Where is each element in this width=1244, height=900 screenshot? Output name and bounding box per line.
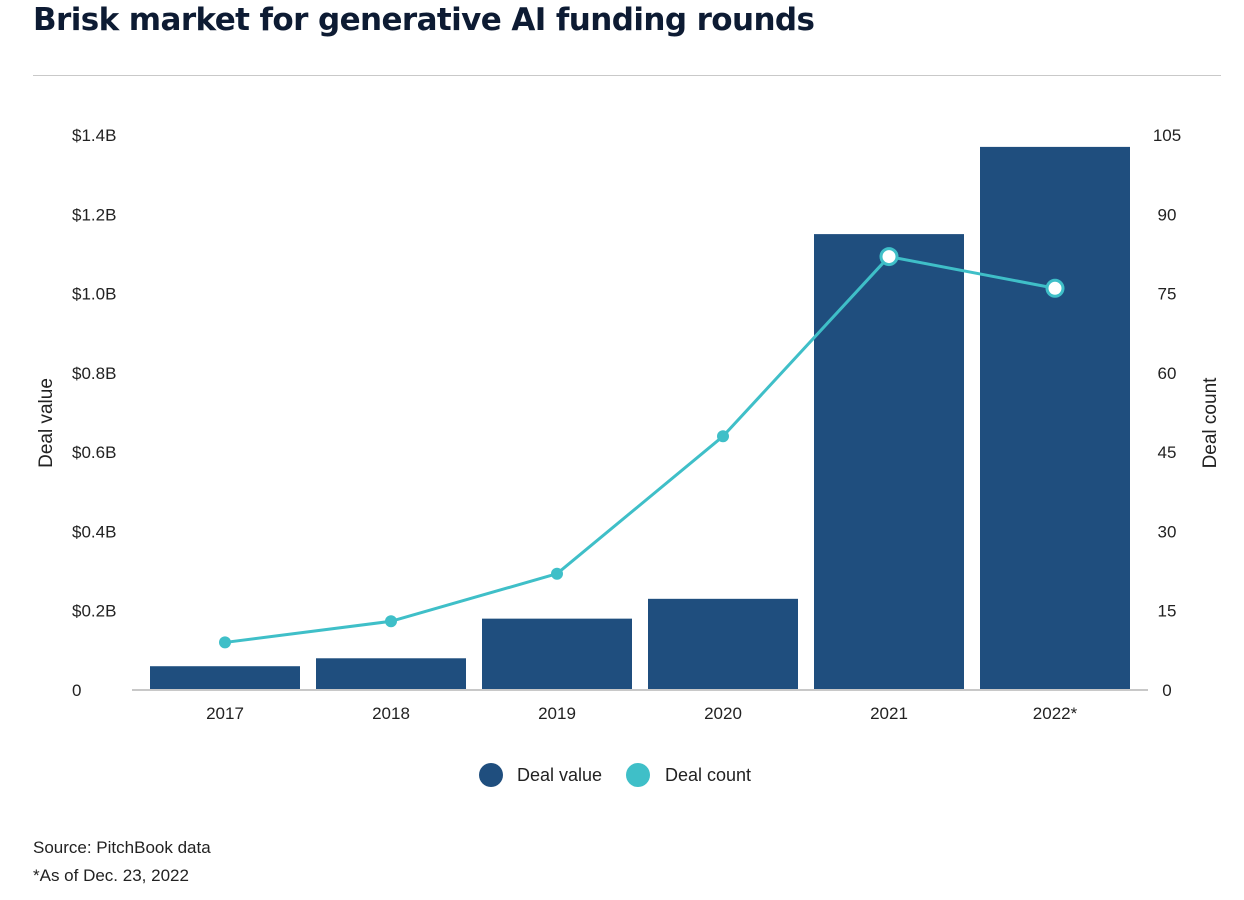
chart-title: Brisk market for generative AI funding r… xyxy=(33,2,815,38)
left-tick-label: $1.0B xyxy=(72,285,116,304)
right-axis-ticks: 0 15 30 45 60 75 90 105 xyxy=(1153,126,1181,700)
deal-count-line xyxy=(219,247,1065,649)
point-deal-count xyxy=(385,615,397,628)
x-tick-label: 2022* xyxy=(1033,704,1078,723)
right-axis-title: Deal count xyxy=(1200,377,1221,469)
combo-bar-line-chart: 0 $0.2B $0.4B $0.6B $0.8B $1.0B $1.2B $1.4B 0 15… xyxy=(36,126,1221,787)
point-deal-count xyxy=(717,430,729,443)
bar-deal-value xyxy=(648,598,798,690)
legend-label-deal-value: Deal value xyxy=(517,765,602,785)
right-tick-label: 30 xyxy=(1158,522,1177,541)
bar-deal-value xyxy=(814,234,964,690)
deal-value-bars xyxy=(150,146,1130,691)
x-axis-ticks: 2017 2018 2019 2020 2021 2022* xyxy=(206,704,1078,723)
right-tick-label: 60 xyxy=(1158,364,1177,383)
x-tick-label: 2020 xyxy=(704,704,742,723)
bar-deal-value xyxy=(150,666,300,690)
legend-swatch-deal-value xyxy=(479,763,503,787)
x-tick-label: 2021 xyxy=(870,704,908,723)
left-axis-title: Deal value xyxy=(36,378,57,468)
point-deal-count xyxy=(219,636,231,649)
left-tick-label: $0.8B xyxy=(72,364,116,383)
point-deal-count xyxy=(879,247,899,267)
left-tick-label: $1.2B xyxy=(72,205,116,224)
source-note: Source: PitchBook data xyxy=(33,838,211,857)
x-tick-label: 2019 xyxy=(538,704,576,723)
left-tick-label: $0.2B xyxy=(72,602,116,621)
point-deal-count xyxy=(551,567,563,580)
legend-swatch-deal-count xyxy=(626,763,650,787)
point-deal-count xyxy=(1045,278,1065,298)
bar-deal-value xyxy=(980,146,1130,691)
left-tick-label: $0.6B xyxy=(72,443,116,462)
left-tick-label: $1.4B xyxy=(72,126,116,145)
line-deal-count xyxy=(224,255,1056,644)
bar-deal-value xyxy=(316,658,466,690)
left-tick-label: $0.4B xyxy=(72,522,116,541)
right-tick-label: 90 xyxy=(1158,205,1177,224)
right-tick-label: 15 xyxy=(1158,602,1177,621)
right-tick-label: 45 xyxy=(1158,443,1177,462)
right-tick-label: 105 xyxy=(1153,126,1181,145)
right-tick-label: 0 xyxy=(1162,681,1171,700)
x-tick-label: 2017 xyxy=(206,704,244,723)
title-divider xyxy=(33,75,1221,76)
legend: Deal value Deal count xyxy=(479,763,751,787)
left-tick-label: 0 xyxy=(72,681,81,700)
left-axis-ticks: 0 $0.2B $0.4B $0.6B $0.8B $1.0B $1.2B $1.4B xyxy=(72,126,116,700)
legend-label-deal-count: Deal count xyxy=(665,765,751,785)
x-tick-label: 2018 xyxy=(372,704,410,723)
as-of-note: *As of Dec. 23, 2022 xyxy=(33,866,189,885)
right-tick-label: 75 xyxy=(1158,285,1177,304)
bar-deal-value xyxy=(482,618,632,690)
